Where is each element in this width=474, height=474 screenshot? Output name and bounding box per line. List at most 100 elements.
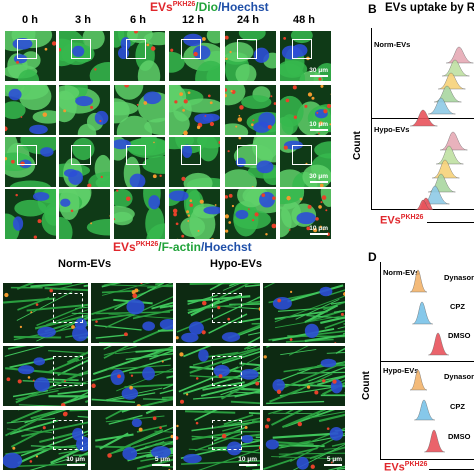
panel-b-norm-peak-5 <box>410 109 438 127</box>
scale-bar: 5 μm <box>324 456 342 466</box>
panel-a-title: EVsPKH26/Dio/Hoechst <box>150 0 269 14</box>
panel-a-tile-r1-c5: 10 μm <box>279 84 332 136</box>
zoom-region-box <box>17 39 37 59</box>
panel-d-norm-cpz <box>412 301 433 325</box>
panel-a-tile-r0-c2 <box>113 30 166 82</box>
time-label-0: 0 h <box>22 14 38 26</box>
panel-c-tile-r0-c1 <box>90 282 174 344</box>
time-label-4: 24 h <box>236 14 259 26</box>
scale-bar: 10 μm <box>238 456 257 466</box>
panel-d-bot-treat-1: CPZ <box>450 402 465 411</box>
title-hoechst: /Hoechst <box>217 0 269 14</box>
panel-a-tile-r0-c4 <box>224 30 277 82</box>
panel-b-title: EVs uptake by ROI <box>385 2 474 14</box>
panel-c-tile-r1-c3 <box>262 345 346 407</box>
panel-d-norm-dmso <box>428 332 449 356</box>
scale-bar: 30 μm <box>309 67 328 77</box>
title-sup: PKH26 <box>172 1 196 8</box>
panel-a-tile-r3-c5: 10 μm <box>279 188 332 240</box>
panel-a-tile-r1-c0 <box>4 84 57 136</box>
panel-b-hypo-peak-0 <box>440 131 468 151</box>
panel-b-hypo-histograms <box>414 131 468 210</box>
panel-a-tile-r3-c0 <box>4 188 57 240</box>
panel-b-letter: B <box>368 2 377 16</box>
scale-bar: 10 μm <box>309 225 328 235</box>
panel-a-tile-r2-c5: 30 μm <box>279 136 332 188</box>
panel-c-tile-r2-c3: 5 μm <box>262 409 346 471</box>
panel-b-xlabel-evs: EVs <box>380 214 401 227</box>
scale-bar: 10 μm <box>309 121 328 131</box>
zoom-region-box <box>71 39 91 59</box>
panel-a-tile-r0-c5: 30 μm <box>279 30 332 82</box>
panel-b-norm-peak-2 <box>438 72 466 90</box>
zoom-region-box <box>181 39 201 59</box>
panel-c-title-sup: PKH26 <box>135 241 159 248</box>
panel-d-group2-label: Hypo-EVs <box>383 366 419 375</box>
panel-a-tile-r2-c0 <box>4 136 57 188</box>
panel-b-group2-label: Hypo-EVs <box>374 125 410 134</box>
zoom-region-box <box>53 420 83 450</box>
panel-d-norm-dynasore <box>409 269 428 293</box>
panel-b-ylabel: Count <box>352 131 363 160</box>
zoom-region-box <box>212 420 242 450</box>
panel-b-hypo-peak-1 <box>436 145 464 165</box>
panel-b-group1-label: Norm-EVs <box>374 40 411 49</box>
title-evs: EVs <box>150 0 173 14</box>
time-label-1: 3 h <box>75 14 91 26</box>
panel-d-bot-treat-0: Dynasore <box>444 372 474 381</box>
panel-c-tile-r0-c0 <box>2 282 89 344</box>
panel-a-tile-r1-c2 <box>113 84 166 136</box>
panel-b-histograms <box>410 46 474 210</box>
panel-d-divider <box>381 361 474 362</box>
zoom-region-box <box>237 39 257 59</box>
panel-d-xarrow-line <box>429 469 474 470</box>
panel-d-xlabel-evs: EVs <box>384 461 405 474</box>
panel-b-xlabel: EVsPKH26 <box>380 214 423 227</box>
time-label-3: 12 h <box>181 14 204 26</box>
panel-a-tile-r0-c1 <box>58 30 111 82</box>
scale-bar: 10 μm <box>66 456 85 466</box>
zoom-region-box <box>53 356 83 386</box>
panel-b-norm-peak-0 <box>446 46 474 64</box>
zoom-region-box <box>212 356 242 386</box>
panel-a-tile-r1-c1 <box>58 84 111 136</box>
panel-d-curves <box>409 269 449 453</box>
zoom-region-box <box>181 145 201 165</box>
panel-d-xlabel: EVsPKH26 <box>384 461 427 474</box>
panel-d-hypo-cpz <box>414 399 435 421</box>
panel-a-tile-r1-c4 <box>224 84 277 136</box>
zoom-region-box <box>292 39 312 59</box>
panel-c-tile-r2-c1: 5 μm <box>90 409 174 471</box>
panel-a-tile-r2-c3 <box>168 136 221 188</box>
panel-a-tile-r2-c4 <box>224 136 277 188</box>
panel-a-tile-r0-c0 <box>4 30 57 82</box>
zoom-region-box <box>17 145 37 165</box>
panel-a-tile-r3-c2 <box>113 188 166 240</box>
panel-d-hypo-dmso <box>424 429 445 453</box>
time-label-5: 48 h <box>292 14 315 26</box>
panel-d-top-treat-0: Dynasore <box>444 273 474 282</box>
panel-d-letter: D <box>368 250 377 264</box>
zoom-region-box <box>53 293 83 323</box>
panel-d-top-treat-1: CPZ <box>450 302 465 311</box>
panel-d-group1-label: Norm-EVs <box>383 268 420 277</box>
panel-c-tile-r0-c3 <box>262 282 346 344</box>
zoom-region-box <box>126 39 146 59</box>
panel-c-tile-r1-c0 <box>2 345 89 407</box>
panel-b-baseline-peak <box>414 199 433 210</box>
panel-c-group2-label: Hypo-EVs <box>210 258 262 270</box>
panel-c-title-evs: EVs <box>113 240 136 254</box>
panel-c-tile-r2-c0: 10 μm <box>2 409 89 471</box>
zoom-region-box <box>126 145 146 165</box>
panel-a-tile-r2-c1 <box>58 136 111 188</box>
zoom-region-box <box>71 145 91 165</box>
panel-d-histograms <box>409 269 449 453</box>
zoom-region-box <box>212 293 242 323</box>
title-dio: /Dio <box>195 0 218 14</box>
panel-b-xarrow-line <box>427 222 474 223</box>
panel-b-norm-peak-4 <box>428 97 456 115</box>
panel-c-tile-r1-c1 <box>90 345 174 407</box>
panel-a-tile-r3-c1 <box>58 188 111 240</box>
panel-b-norm-peak-1 <box>442 59 470 77</box>
panel-c-tile-r0-c2 <box>175 282 261 344</box>
